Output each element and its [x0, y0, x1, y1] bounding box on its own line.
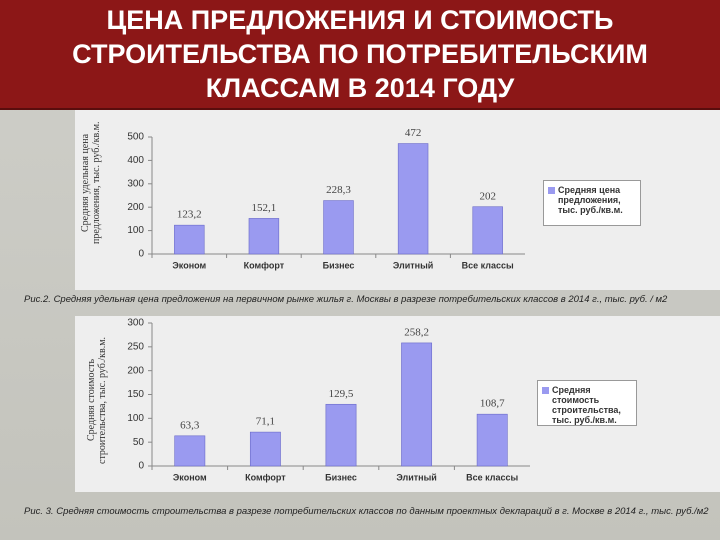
bar: [248, 218, 280, 255]
legend: Средняя стоимость строительства, тыс. ру…: [537, 380, 637, 426]
legend-label: Средняя цена предложения, тыс. руб./кв.м…: [558, 185, 623, 215]
x-tick-label: Комфорт: [245, 472, 286, 482]
y-tick-label: 400: [127, 155, 144, 166]
value-label: 71,1: [256, 416, 275, 428]
y-tick-label: 300: [127, 318, 144, 329]
bar: [476, 413, 508, 467]
y-axis-label: Средняя удельная цена предложения, тыс. …: [80, 121, 102, 245]
y-tick-label: 0: [138, 461, 144, 472]
x-tick-label: Все классы: [466, 472, 518, 482]
y-tick-label: 200: [127, 365, 144, 376]
slide-title: ЦЕНА ПРЕДЛОЖЕНИЯ И СТОИМОСТЬ СТРОИТЕЛЬСТ…: [72, 5, 648, 103]
x-tick-label: Бизнес: [323, 260, 355, 270]
y-tick-label: 200: [127, 202, 144, 213]
legend-swatch: [548, 187, 555, 194]
value-label: 108,7: [480, 398, 505, 410]
y-tick-label: 100: [127, 225, 144, 236]
y-tick-label: 0: [138, 249, 144, 260]
x-tick-label: Бизнес: [325, 472, 357, 482]
bar: [325, 403, 357, 467]
y-tick-label: 250: [127, 341, 144, 352]
title-banner: ЦЕНА ПРЕДЛОЖЕНИЯ И СТОИМОСТЬ СТРОИТЕЛЬСТ…: [0, 0, 720, 110]
legend: Средняя цена предложения, тыс. руб./кв.м…: [543, 180, 641, 226]
bar: [472, 206, 503, 255]
y-tick-label: 300: [127, 178, 144, 189]
y-tick-label: 50: [133, 437, 145, 448]
value-label: 63,3: [180, 419, 200, 431]
caption: Рис. 3. Средняя стоимость строительства …: [24, 506, 709, 517]
legend-swatch: [542, 387, 549, 394]
x-tick-label: Эконом: [173, 472, 207, 482]
y-tick-label: 100: [127, 413, 144, 424]
x-tick-label: Комфорт: [244, 260, 285, 270]
bar: [174, 224, 205, 255]
x-tick-label: Элитный: [393, 260, 434, 270]
bar: [174, 435, 206, 467]
value-label: 472: [405, 127, 422, 139]
legend-label: Средняя стоимость строительства, тыс. ру…: [552, 385, 621, 425]
bar: [401, 342, 433, 467]
y-axis-label: Средняя стоимость строительства, тыс. ру…: [86, 336, 108, 464]
x-tick-label: Элитный: [396, 472, 437, 482]
bar: [323, 200, 354, 255]
value-label: 202: [479, 190, 496, 202]
x-tick-label: Эконом: [172, 260, 206, 270]
caption: Рис.2. Средняя удельная цена предложения…: [24, 294, 668, 305]
value-label: 123,2: [177, 209, 202, 221]
value-label: 258,2: [404, 326, 429, 338]
bar: [397, 143, 429, 255]
value-label: 228,3: [326, 184, 351, 196]
y-tick-label: 150: [127, 389, 144, 400]
value-label: 152,1: [252, 202, 277, 214]
bar: [249, 431, 281, 467]
x-tick-label: Все классы: [462, 260, 514, 270]
y-tick-label: 500: [127, 132, 144, 143]
value-label: 129,5: [329, 388, 354, 400]
